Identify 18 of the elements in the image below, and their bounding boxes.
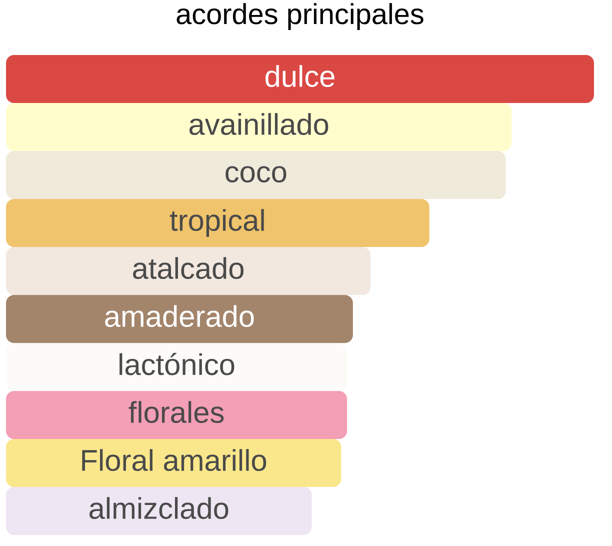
chart-title: acordes principales xyxy=(176,3,424,30)
bar xyxy=(6,199,430,248)
y-tick-label: dulce xyxy=(266,65,334,88)
y-tick-label: lactónico xyxy=(120,352,234,376)
y-tick-label: tropical xyxy=(170,209,264,237)
y-tick-label: amaderado xyxy=(105,305,254,328)
y-tick-label: atalcado xyxy=(133,257,244,280)
y-tick-label: coco xyxy=(226,166,286,182)
bar xyxy=(6,439,342,488)
bar xyxy=(6,151,506,200)
bar xyxy=(6,55,594,104)
bar xyxy=(6,487,312,536)
y-tick-label: Floral amarillo xyxy=(82,449,266,472)
bar xyxy=(6,103,512,152)
y-tick-label: avainillado xyxy=(189,113,328,136)
y-tick-label: florales xyxy=(128,401,224,424)
bar xyxy=(6,247,371,296)
y-tick-label: almizclado xyxy=(90,497,228,520)
